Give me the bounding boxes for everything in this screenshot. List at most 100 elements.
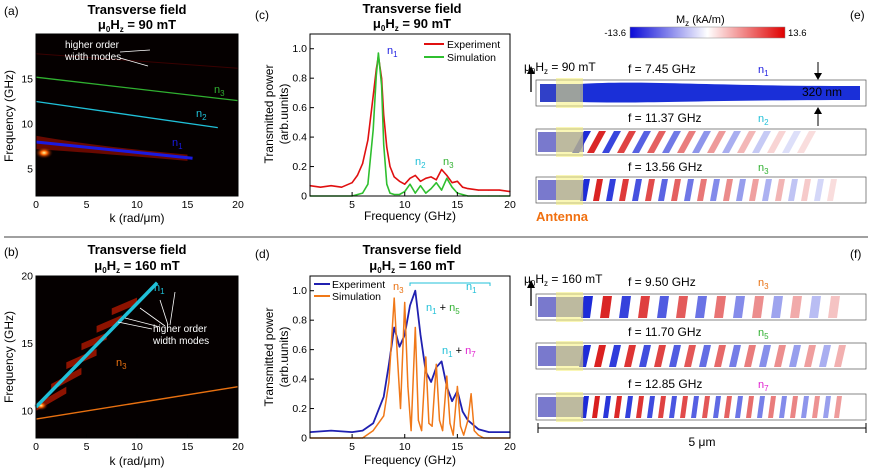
point-experiment [404, 334, 406, 336]
spin-wave-stripe [617, 131, 636, 153]
point-simulation [467, 419, 469, 421]
panel-f-freq-1: f = 9.50 GHz [628, 275, 696, 289]
panel-a-n2-label: n2 [196, 108, 207, 122]
point-experiment [462, 410, 464, 413]
mode-line-n3 [35, 386, 239, 420]
point-experiment [386, 146, 388, 148]
spin-wave-stripe [654, 345, 666, 367]
point-experiment [462, 186, 464, 188]
panel-d-n1-bracket [409, 282, 491, 286]
spin-wave-stripe [814, 179, 824, 201]
x-tick-label: 15 [182, 441, 194, 453]
spin-wave-stripe [636, 396, 644, 418]
spin-wave-stripe [827, 179, 837, 201]
point-experiment [389, 165, 391, 168]
colorbar-title: Mz (kA/m) [676, 14, 725, 28]
panel-b-mode-lines [34, 281, 239, 420]
legend-experiment-label: Experiment [447, 39, 500, 51]
point-simulation [375, 74, 377, 76]
point-simulation [449, 422, 451, 424]
panel-d-n1n7-label: n1 + n7 [442, 345, 476, 359]
point-experiment [383, 396, 385, 398]
y-tick-label: 0.8 [292, 315, 307, 327]
x-tick-label: 20 [232, 199, 244, 211]
spin-wave-stripe [729, 345, 741, 367]
point-experiment [319, 186, 322, 188]
point-simulation [399, 407, 402, 410]
spin-wave-stripe [638, 296, 650, 318]
spin-wave-stripe [774, 345, 786, 367]
point-experiment [414, 174, 416, 176]
spin-wave-stripe [819, 345, 831, 367]
panel-e-strip-2 [535, 127, 867, 157]
x-tick-label: 5 [84, 441, 90, 453]
mode-line-n2 [35, 100, 218, 129]
point-experiment [393, 176, 395, 178]
point-experiment [477, 189, 479, 191]
spin-wave-stripe [587, 131, 606, 153]
y-tick-label: 10 [21, 119, 33, 131]
point-experiment [362, 163, 364, 165]
panel-a-n3-label: n3 [214, 84, 225, 98]
spin-wave-stripe [768, 396, 776, 418]
y-tick-label: 0 [301, 191, 307, 203]
point-simulation [425, 356, 427, 358]
y-tick-label: 15 [21, 338, 33, 350]
panel-f-mode-2: n5 [758, 327, 769, 341]
spin-wave-stripe [790, 396, 798, 418]
y-tick-label: 10 [21, 406, 33, 418]
y-tick-label: 0.2 [292, 161, 307, 173]
panel-e-mode-2: n2 [758, 113, 769, 127]
scale-label: 5 μm [689, 435, 716, 449]
mode-line-n1 [35, 140, 193, 160]
spin-wave-stripe [639, 345, 651, 367]
point-experiment [467, 188, 469, 190]
spin-wave-stripe [790, 296, 802, 318]
panel-e-field: μ0Hz = 90 mT [524, 60, 596, 76]
point-simulation [435, 182, 437, 184]
panel-d-ylabel-line2: (arb.uunits) [277, 327, 291, 388]
point-experiment [362, 430, 364, 432]
series-simulation [310, 52, 510, 197]
panel-c-ylabel-line1: Transmitted power [262, 65, 276, 164]
point-simulation [425, 192, 427, 194]
panel-f: (f) μ0Hz = 160 mT f = 9.50 GHz n3 f = 11… [524, 247, 867, 449]
spin-wave-stripe [752, 131, 771, 153]
panel-c: (c) Transverse field μ0Hz = 90 mT Experi… [255, 1, 516, 223]
spin-wave-stripe [788, 179, 798, 201]
series-experiment [309, 55, 511, 193]
panel-d-title-line1: Transverse field [363, 242, 462, 257]
point-simulation [456, 385, 458, 388]
point-simulation [386, 183, 388, 185]
spin-wave-stripe [657, 296, 669, 318]
width-label: 320 nm [802, 85, 842, 99]
spin-wave-stripe [647, 131, 666, 153]
antenna-highlight-f2 [556, 341, 583, 371]
spin-wave-stripe [609, 345, 621, 367]
point-simulation [362, 192, 364, 194]
spin-wave-stripe [752, 296, 764, 318]
antenna-highlight-f3 [556, 392, 583, 422]
colorbar [629, 26, 786, 39]
point-simulation [396, 356, 398, 358]
point-experiment [488, 431, 490, 433]
x-tick-label: 5 [349, 441, 355, 453]
x-tick-label: 10 [131, 199, 143, 211]
point-simulation [459, 425, 462, 427]
panel-e: (e) Mz (kA/m) -13.6 13.6 μ0Hz = 90 mT f … [524, 8, 867, 224]
field-arrow-e-head [527, 66, 535, 74]
spin-wave-stripe [632, 131, 651, 153]
point-experiment [477, 428, 479, 430]
point-experiment [409, 304, 411, 307]
spin-wave-stripe [695, 296, 707, 318]
spin-wave-stripe [812, 396, 820, 418]
spin-wave-stripe [771, 296, 783, 318]
spin-wave-stripe [697, 179, 707, 201]
panel-a-annotation-line1: higher order [65, 40, 120, 51]
x-tick-label: 5 [349, 199, 355, 211]
spin-wave-stripe [775, 179, 785, 201]
panel-b-ylabel: Frequency (GHz) [2, 311, 16, 403]
panel-a-label: (a) [4, 4, 19, 18]
spin-wave-stripe [724, 396, 732, 418]
x-tick-label: 15 [452, 199, 464, 211]
